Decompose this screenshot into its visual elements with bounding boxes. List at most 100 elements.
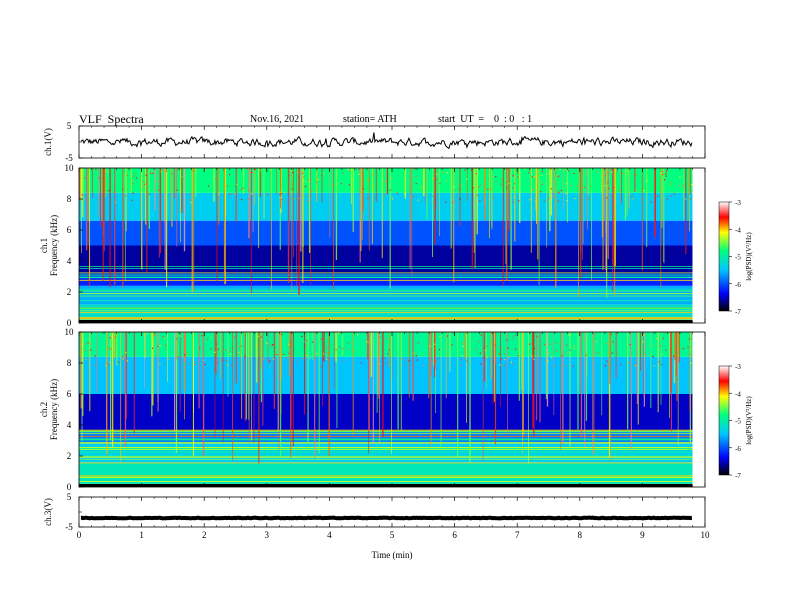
noise-speck [325,347,328,349]
noise-speck [670,183,672,185]
noise-speck [125,358,127,360]
noise-speck [158,189,160,191]
noise-speck [549,343,551,345]
noise-speck [135,177,137,179]
noise-speck [597,351,599,354]
noise-speck [501,178,503,180]
noise-speck [453,200,456,202]
noise-speck [498,353,500,355]
noise-speck [633,364,636,366]
noise-speck [355,169,357,171]
noise-speck [582,338,584,340]
noise-speck [293,198,295,200]
noise-speck [606,197,608,199]
noise-speck [292,183,294,185]
ch3-waveform-xticks: 0 1 2 3 4 5 6 7 8 9 10 [77,497,710,540]
noise-speck [177,356,179,358]
noise-speck [347,342,350,344]
noise-speck [385,362,387,364]
noise-speck [230,193,233,195]
no-data-region [692,168,705,323]
noise-speck [384,180,386,183]
noise-speck [347,168,349,171]
noise-speck [207,185,210,187]
noise-speck [189,193,191,195]
noise-speck [109,337,111,339]
noise-speck [466,178,468,180]
noise-speck [159,345,161,347]
noise-speck [610,333,612,335]
noise-speck [347,348,349,350]
noise-speck [608,187,610,189]
noise-speck [181,175,183,178]
noise-speck [565,192,567,195]
noise-speck [396,192,398,194]
y-tick-label: 10 [65,327,75,337]
noise-speck [327,352,329,354]
noise-speck [691,184,693,186]
noise-speck [186,352,188,355]
noise-speck [663,179,666,181]
y-axis-label: Frequency (kHz) [49,215,59,276]
noise-speck [555,342,557,344]
noise-speck [690,354,692,356]
noise-speck [446,172,448,174]
noise-speck [228,173,231,176]
noise-speck [150,172,152,174]
noise-speck [631,196,633,198]
noise-speck [117,361,119,363]
noise-speck [423,365,425,367]
noise-speck [544,343,546,346]
waveform-trace [80,132,693,150]
noise-speck [652,355,654,358]
noise-speck [453,186,455,188]
noise-speck [478,341,480,343]
noise-speck [483,347,485,349]
noise-speck [573,172,575,175]
noise-speck [480,363,482,365]
spectral-band [79,483,693,487]
noise-speck [541,174,543,176]
noise-speck [272,343,274,346]
noise-speck [229,350,231,352]
noise-speck [588,198,590,200]
noise-speck [533,176,535,178]
noise-speck [662,337,664,339]
noise-speck [661,171,664,173]
spectral-band [79,192,693,221]
noise-speck [176,338,178,340]
noise-speck [611,352,613,354]
noise-speck [505,334,507,337]
noise-speck [236,183,238,186]
noise-speck [126,360,128,362]
noise-speck [616,171,618,173]
noise-speck [620,363,622,366]
noise-speck [475,348,477,350]
y-tick-label: 10 [65,163,75,173]
noise-speck [269,345,271,347]
noise-speck [416,359,418,361]
noise-speck [217,361,219,363]
noise-speck [595,170,598,173]
noise-speck [644,353,647,355]
noise-speck [508,182,510,185]
noise-speck [477,194,479,196]
noise-speck [85,349,87,352]
noise-speck [342,172,344,174]
noise-speck [320,338,323,340]
noise-speck [490,188,492,190]
noise-speck [415,355,418,357]
noise-speck [469,362,471,364]
noise-speck [367,341,369,343]
noise-speck [566,199,568,202]
noise-speck [291,188,294,190]
noise-speck [605,342,608,344]
noise-speck [492,197,495,199]
noise-speck [303,175,305,178]
noise-speck [673,193,675,195]
noise-speck [366,340,368,342]
noise-speck [479,200,481,202]
noise-speck [159,363,161,365]
noise-speck [227,364,229,367]
noise-speck [290,192,293,194]
